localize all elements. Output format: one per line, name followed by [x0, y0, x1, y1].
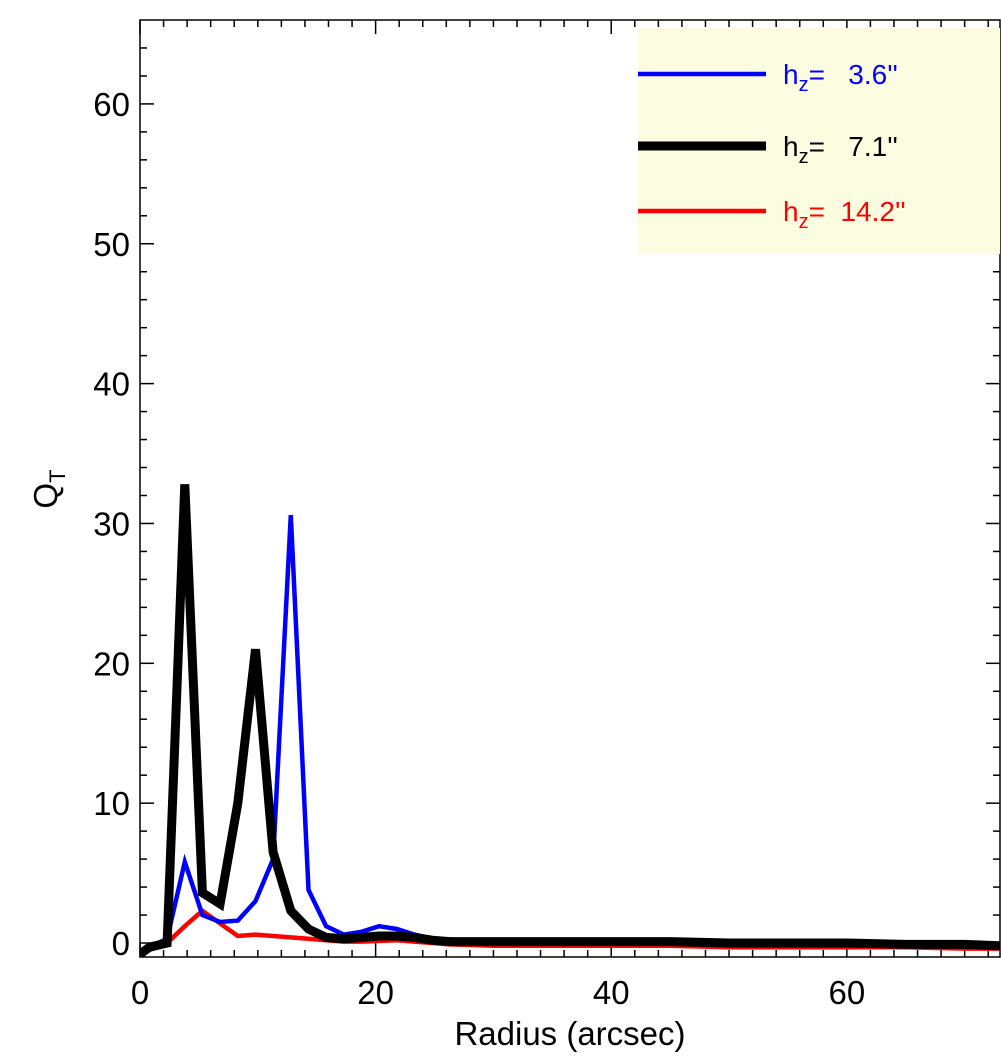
legend: hz= 3.6'' hz= 7.1'' hz= 14.2'' — [638, 28, 1000, 254]
legend-label: hz= 7.1'' — [783, 131, 898, 168]
series-line-2 — [140, 484, 1000, 957]
legend-label: hz= 3.6'' — [783, 59, 898, 96]
y-tick-label: 30 — [93, 505, 130, 542]
plot-frame — [139, 19, 1001, 958]
y-tick-label: 60 — [93, 86, 130, 123]
x-tick-label: 60 — [828, 974, 865, 1011]
y-tick-label: 40 — [93, 366, 130, 403]
y-tick-label: 50 — [93, 226, 130, 263]
series-lines — [140, 484, 1000, 957]
x-tick-label: 20 — [357, 974, 394, 1011]
y-axis-title-main: Q — [27, 483, 64, 509]
y-tick-label: 20 — [93, 645, 130, 682]
axis-tick-labels: 0 20 40 60 0 10 20 30 40 50 60 — [93, 86, 865, 1011]
y-axis-title-subscript: T — [45, 469, 70, 482]
x-axis-title: Radius (arcsec) — [454, 1015, 685, 1052]
y-tick-label: 0 — [112, 925, 130, 962]
y-tick-label: 10 — [93, 785, 130, 822]
x-tick-label: 0 — [131, 974, 149, 1011]
x-tick-label: 40 — [593, 974, 630, 1011]
legend-background — [638, 28, 1000, 254]
series-line-1 — [140, 514, 1000, 957]
y-axis-title: QT — [27, 469, 70, 508]
legend-label: hz= 14.2'' — [783, 196, 906, 233]
